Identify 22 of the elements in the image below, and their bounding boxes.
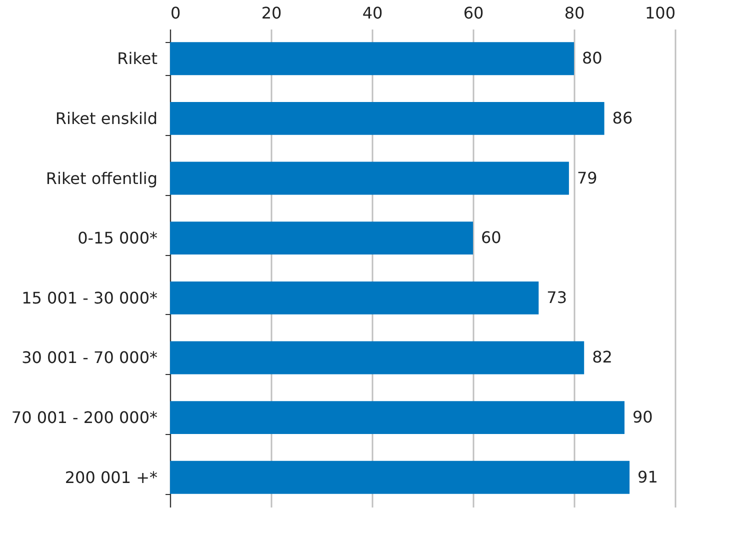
data-label: 73 [546,288,568,307]
y-tick-label: Riket enskild [55,108,158,128]
y-tick-label: 70 001 - 200 000* [11,408,158,428]
x-tick-label: 20 [261,4,282,22]
y-tick-label: Riket offentlig [46,168,158,188]
data-label: 60 [481,228,502,248]
data-label: 91 [638,467,658,486]
data-label: 79 [576,168,598,188]
x-tick-label: 40 [362,4,383,22]
x-tick-label: 60 [463,4,484,22]
y-tick-label: 200 001 +* [64,468,158,487]
x-tick-label: 80 [564,4,585,22]
data-label: 86 [612,108,633,128]
data-label: 82 [592,348,612,367]
data-label: 90 [632,408,653,427]
y-tick-label: Riket [117,49,158,68]
y-tick-label: 30 001 - 70 000* [22,348,158,368]
x-tick-label: 100 [644,4,676,22]
x-tick-label: 0 [170,4,181,22]
data-label: 80 [582,48,602,68]
y-tick-label: 0-15 000* [78,228,158,248]
y-tick-label: 15 001 - 30 000* [22,288,158,308]
